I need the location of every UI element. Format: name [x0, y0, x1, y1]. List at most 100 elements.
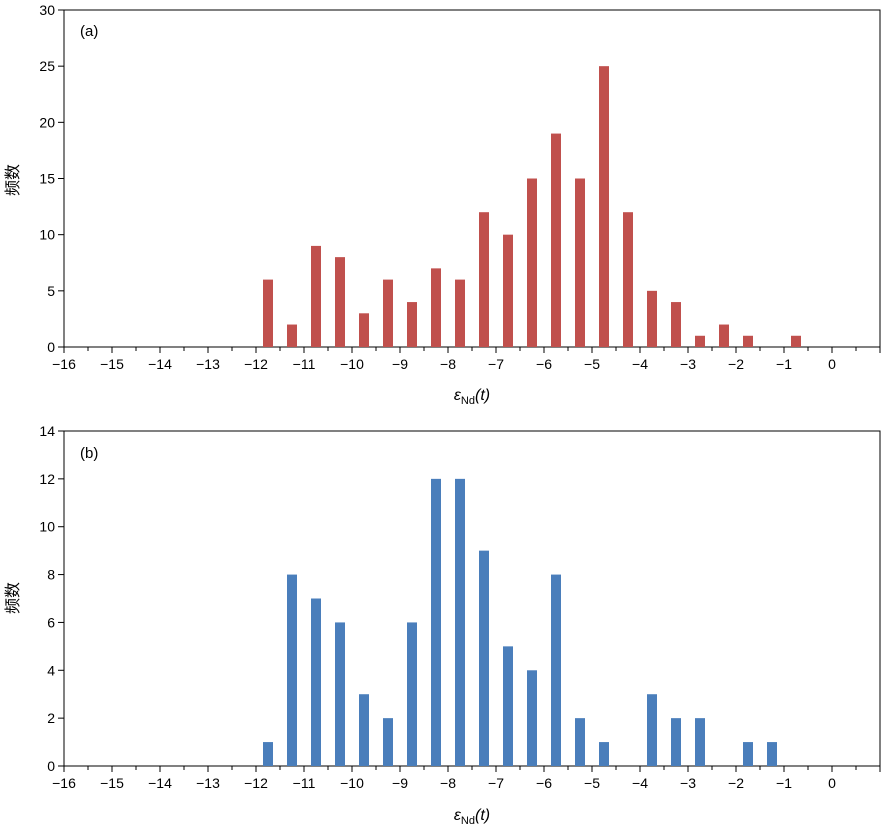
- panel-a-bar: [359, 313, 369, 347]
- panel-b-bar: [527, 670, 537, 766]
- panel-b-ytick-label: 4: [47, 662, 55, 678]
- panel-b-bar: [695, 718, 705, 766]
- panel-a-xtick-label: −12: [244, 356, 268, 372]
- panel-a-plot-frame: [63, 9, 881, 348]
- panel-b-xtick-label: −14: [148, 775, 172, 791]
- panel-b-bar: [551, 574, 561, 766]
- panel-a-ytick-label: 25: [39, 58, 55, 74]
- panel-a-label: (a): [80, 23, 98, 40]
- panel-a-ytick-label: 0: [47, 339, 55, 355]
- panel-b-xtick-label: −11: [293, 775, 316, 791]
- panel-a-xtick-label: −9: [392, 356, 408, 372]
- panel-b-xtick-label: −12: [244, 775, 268, 791]
- panel-b-bar: [503, 646, 513, 766]
- panel-b-bar: [287, 574, 297, 766]
- panel-a-xtick-label: −3: [680, 356, 696, 372]
- panel-a-xtick-label: 0: [828, 356, 836, 372]
- panel-b-bar: [431, 478, 441, 766]
- panel-b-ytick-label: 8: [47, 567, 55, 583]
- panel-a-xtick-label: −1: [776, 356, 792, 372]
- panel-b-xtick-label: −7: [488, 775, 504, 791]
- panel-a-bar: [335, 257, 345, 347]
- panel-b-xtick-label: −2: [728, 775, 744, 791]
- panel-a-xtick-label: −8: [440, 356, 456, 372]
- panel-a-xtick-label: −2: [728, 356, 744, 372]
- panel-b-xtick-label: −6: [536, 775, 552, 791]
- panel-b-plot-frame: [63, 430, 881, 767]
- panel-a-xtick-label: −15: [100, 356, 124, 372]
- panel-b-bar: [575, 718, 585, 766]
- panel-b-ylabel: 频数: [4, 582, 22, 614]
- panel-a-xtick-label: −6: [536, 356, 552, 372]
- panel-a-bar: [407, 302, 417, 347]
- panel-a-xlabel-sub: Nd: [461, 395, 475, 407]
- panel-b-bar: [359, 694, 369, 766]
- panel-a-xtick-label: −4: [632, 356, 648, 372]
- panel-b-ytick-label: 10: [39, 519, 55, 535]
- panel-b-ytick-label: 2: [47, 710, 55, 726]
- panel-a-bar: [551, 133, 561, 347]
- panel-a-bar: [479, 212, 489, 347]
- panel-a: (a) 频数 εNd(t) −16 −15 −14 −13 −12 −11 −10 −9 −8−…: [4, 2, 881, 407]
- panel-a-ytick-label: 15: [39, 171, 55, 187]
- panel-a-ylabel: 频数: [4, 164, 22, 196]
- panel-a-xlabel-arg: (t): [475, 387, 490, 404]
- panel-b-bar: [743, 742, 753, 766]
- panel-b-ytick-label: 12: [39, 471, 55, 487]
- panel-b-bar: [671, 718, 681, 766]
- panel-a-ytick-label: 10: [39, 227, 55, 243]
- panel-a-bar: [671, 302, 681, 347]
- panel-b-xtick-label: −5: [584, 775, 600, 791]
- panel-b-xtick-label: −10: [340, 775, 364, 791]
- panel-a-bar: [287, 324, 297, 347]
- panel-a-bar: [455, 279, 465, 347]
- panel-a-xtick-label: −14: [148, 356, 172, 372]
- panel-a-xtick-label: −13: [196, 356, 220, 372]
- panel-a-bar: [719, 324, 729, 347]
- panel-b-xlabel-arg: (t): [475, 807, 490, 824]
- panel-a-bar: [383, 279, 393, 347]
- panel-a-xtick-label: −16: [52, 356, 76, 372]
- panel-b-xtick-label: 0: [828, 775, 836, 791]
- panel-a-ytick-label: 30: [39, 2, 55, 18]
- panel-b-bar: [311, 598, 321, 766]
- panel-a-bar: [263, 279, 273, 347]
- panel-a-bar: [503, 234, 513, 347]
- panel-a-xtick-label: −5: [584, 356, 600, 372]
- panel-b-ytick-label: 14: [39, 423, 55, 439]
- panel-a-ytick-label: 20: [39, 114, 55, 130]
- panel-a-xlabel: εNd(t): [454, 387, 490, 407]
- panel-a-bar: [743, 335, 753, 347]
- panel-a-xlabel-main: ε: [454, 387, 462, 404]
- panel-b: (b) 频数 εNd(t) −16 −15 −14 −13 −12 −11 −10 −9 −8−…: [4, 423, 881, 827]
- panel-b-bar: [455, 478, 465, 766]
- panel-a-bar: [647, 290, 657, 347]
- panel-a-xtick-label: −10: [340, 356, 364, 372]
- panel-b-bar: [599, 742, 609, 766]
- panel-b-xtick-label: −15: [100, 775, 124, 791]
- panel-b-bar: [479, 550, 489, 766]
- panel-b-xlabel: εNd(t): [454, 807, 490, 827]
- panel-b-bar: [383, 718, 393, 766]
- panel-a-bar: [311, 245, 321, 347]
- panel-a-bar: [791, 335, 801, 347]
- panel-a-ytick-label: 5: [47, 283, 55, 299]
- panel-a-xtick-label: −7: [488, 356, 504, 372]
- panel-b-xtick-label: −1: [776, 775, 792, 791]
- panel-b-xlabel-main: ε: [454, 807, 462, 824]
- panel-b-xtick-label: −4: [632, 775, 648, 791]
- panel-b-bar: [767, 742, 777, 766]
- panel-b-bar: [407, 622, 417, 766]
- panel-b-xtick-label: −16: [52, 775, 76, 791]
- panel-b-bar: [263, 742, 273, 766]
- panel-b-ytick-label: 0: [47, 758, 55, 774]
- panel-a-xtick-label: −11: [293, 356, 316, 372]
- panel-b-xtick-label: −8: [440, 775, 456, 791]
- panel-b-xtick-label: −13: [196, 775, 220, 791]
- panel-b-bar: [335, 622, 345, 766]
- panel-b-xtick-label: −3: [680, 775, 696, 791]
- panel-a-bar: [599, 66, 609, 348]
- panel-a-bar: [431, 268, 441, 347]
- panel-a-bar: [575, 178, 585, 347]
